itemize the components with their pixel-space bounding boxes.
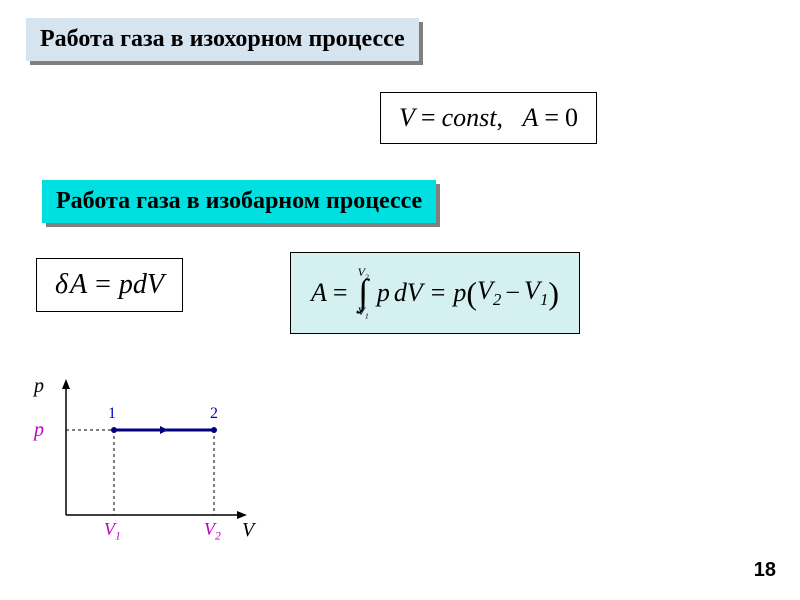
formula-differential: δ A = p dV bbox=[36, 258, 183, 312]
formula3-eq1: = bbox=[333, 278, 348, 308]
formula3-paren2: ) bbox=[548, 275, 559, 312]
formula1-v: V bbox=[399, 103, 415, 133]
formula3-v1: V1 bbox=[524, 276, 548, 310]
formula3-minus: − bbox=[505, 278, 520, 308]
page-number: 18 bbox=[754, 559, 776, 582]
title-isobaric: Работа газа в изобарном процессе bbox=[42, 180, 436, 223]
point1-label: 1 bbox=[108, 405, 116, 423]
formula1-eq1: = bbox=[421, 103, 436, 133]
integral-symbol: V2 ∫ V1 bbox=[358, 267, 369, 319]
formula2-p: p bbox=[119, 269, 133, 301]
title-isochoric: Работа газа в изохорном процессе bbox=[26, 18, 419, 61]
formula1-const: const bbox=[442, 103, 497, 133]
y-axis-label: p bbox=[34, 375, 44, 398]
x-axis-arrow bbox=[237, 511, 247, 519]
x-axis-label: V bbox=[242, 519, 254, 542]
int-lower: V1 bbox=[358, 306, 369, 319]
formula1-comma: , bbox=[496, 103, 522, 133]
formula3-a: A bbox=[311, 278, 327, 308]
formula2-eq: = bbox=[95, 269, 111, 301]
formula1-a: A bbox=[522, 103, 538, 133]
formula3-eq2: = bbox=[431, 278, 446, 308]
v2-label: V2 bbox=[204, 519, 221, 543]
formula1-eq2: = bbox=[544, 103, 559, 133]
point-2 bbox=[211, 427, 217, 433]
formula3-v2: V2 bbox=[477, 276, 501, 310]
point2-label: 2 bbox=[210, 405, 218, 423]
title-isochoric-text: Работа газа в изохорном процессе bbox=[40, 26, 405, 52]
formula2-delta: δ bbox=[55, 269, 68, 301]
point-1 bbox=[111, 427, 117, 433]
formula1-zero: 0 bbox=[565, 103, 578, 133]
pv-diagram: p p 1 2 V1 V2 V bbox=[36, 375, 256, 545]
formula3-dv: dV bbox=[394, 278, 423, 308]
formula2-dv: dV bbox=[133, 269, 164, 301]
formula3-p2: p bbox=[453, 278, 466, 308]
title-isobaric-text: Работа газа в изобарном процессе bbox=[56, 188, 422, 214]
y-axis-arrow bbox=[62, 379, 70, 389]
p-level-label: p bbox=[34, 419, 44, 442]
pv-diagram-svg bbox=[36, 375, 256, 545]
isobar-arrow bbox=[160, 426, 168, 434]
int-sign: ∫ bbox=[358, 280, 368, 305]
formula-isochoric: V = const , A = 0 bbox=[380, 92, 597, 144]
formula3-p1: p bbox=[377, 278, 390, 308]
formula2-a: A bbox=[70, 269, 87, 301]
v1-label: V1 bbox=[104, 519, 121, 543]
formula3-paren: ( bbox=[466, 275, 477, 312]
formula-integral: A = V2 ∫ V1 p dV = p ( V2 − V1 ) bbox=[290, 252, 580, 334]
